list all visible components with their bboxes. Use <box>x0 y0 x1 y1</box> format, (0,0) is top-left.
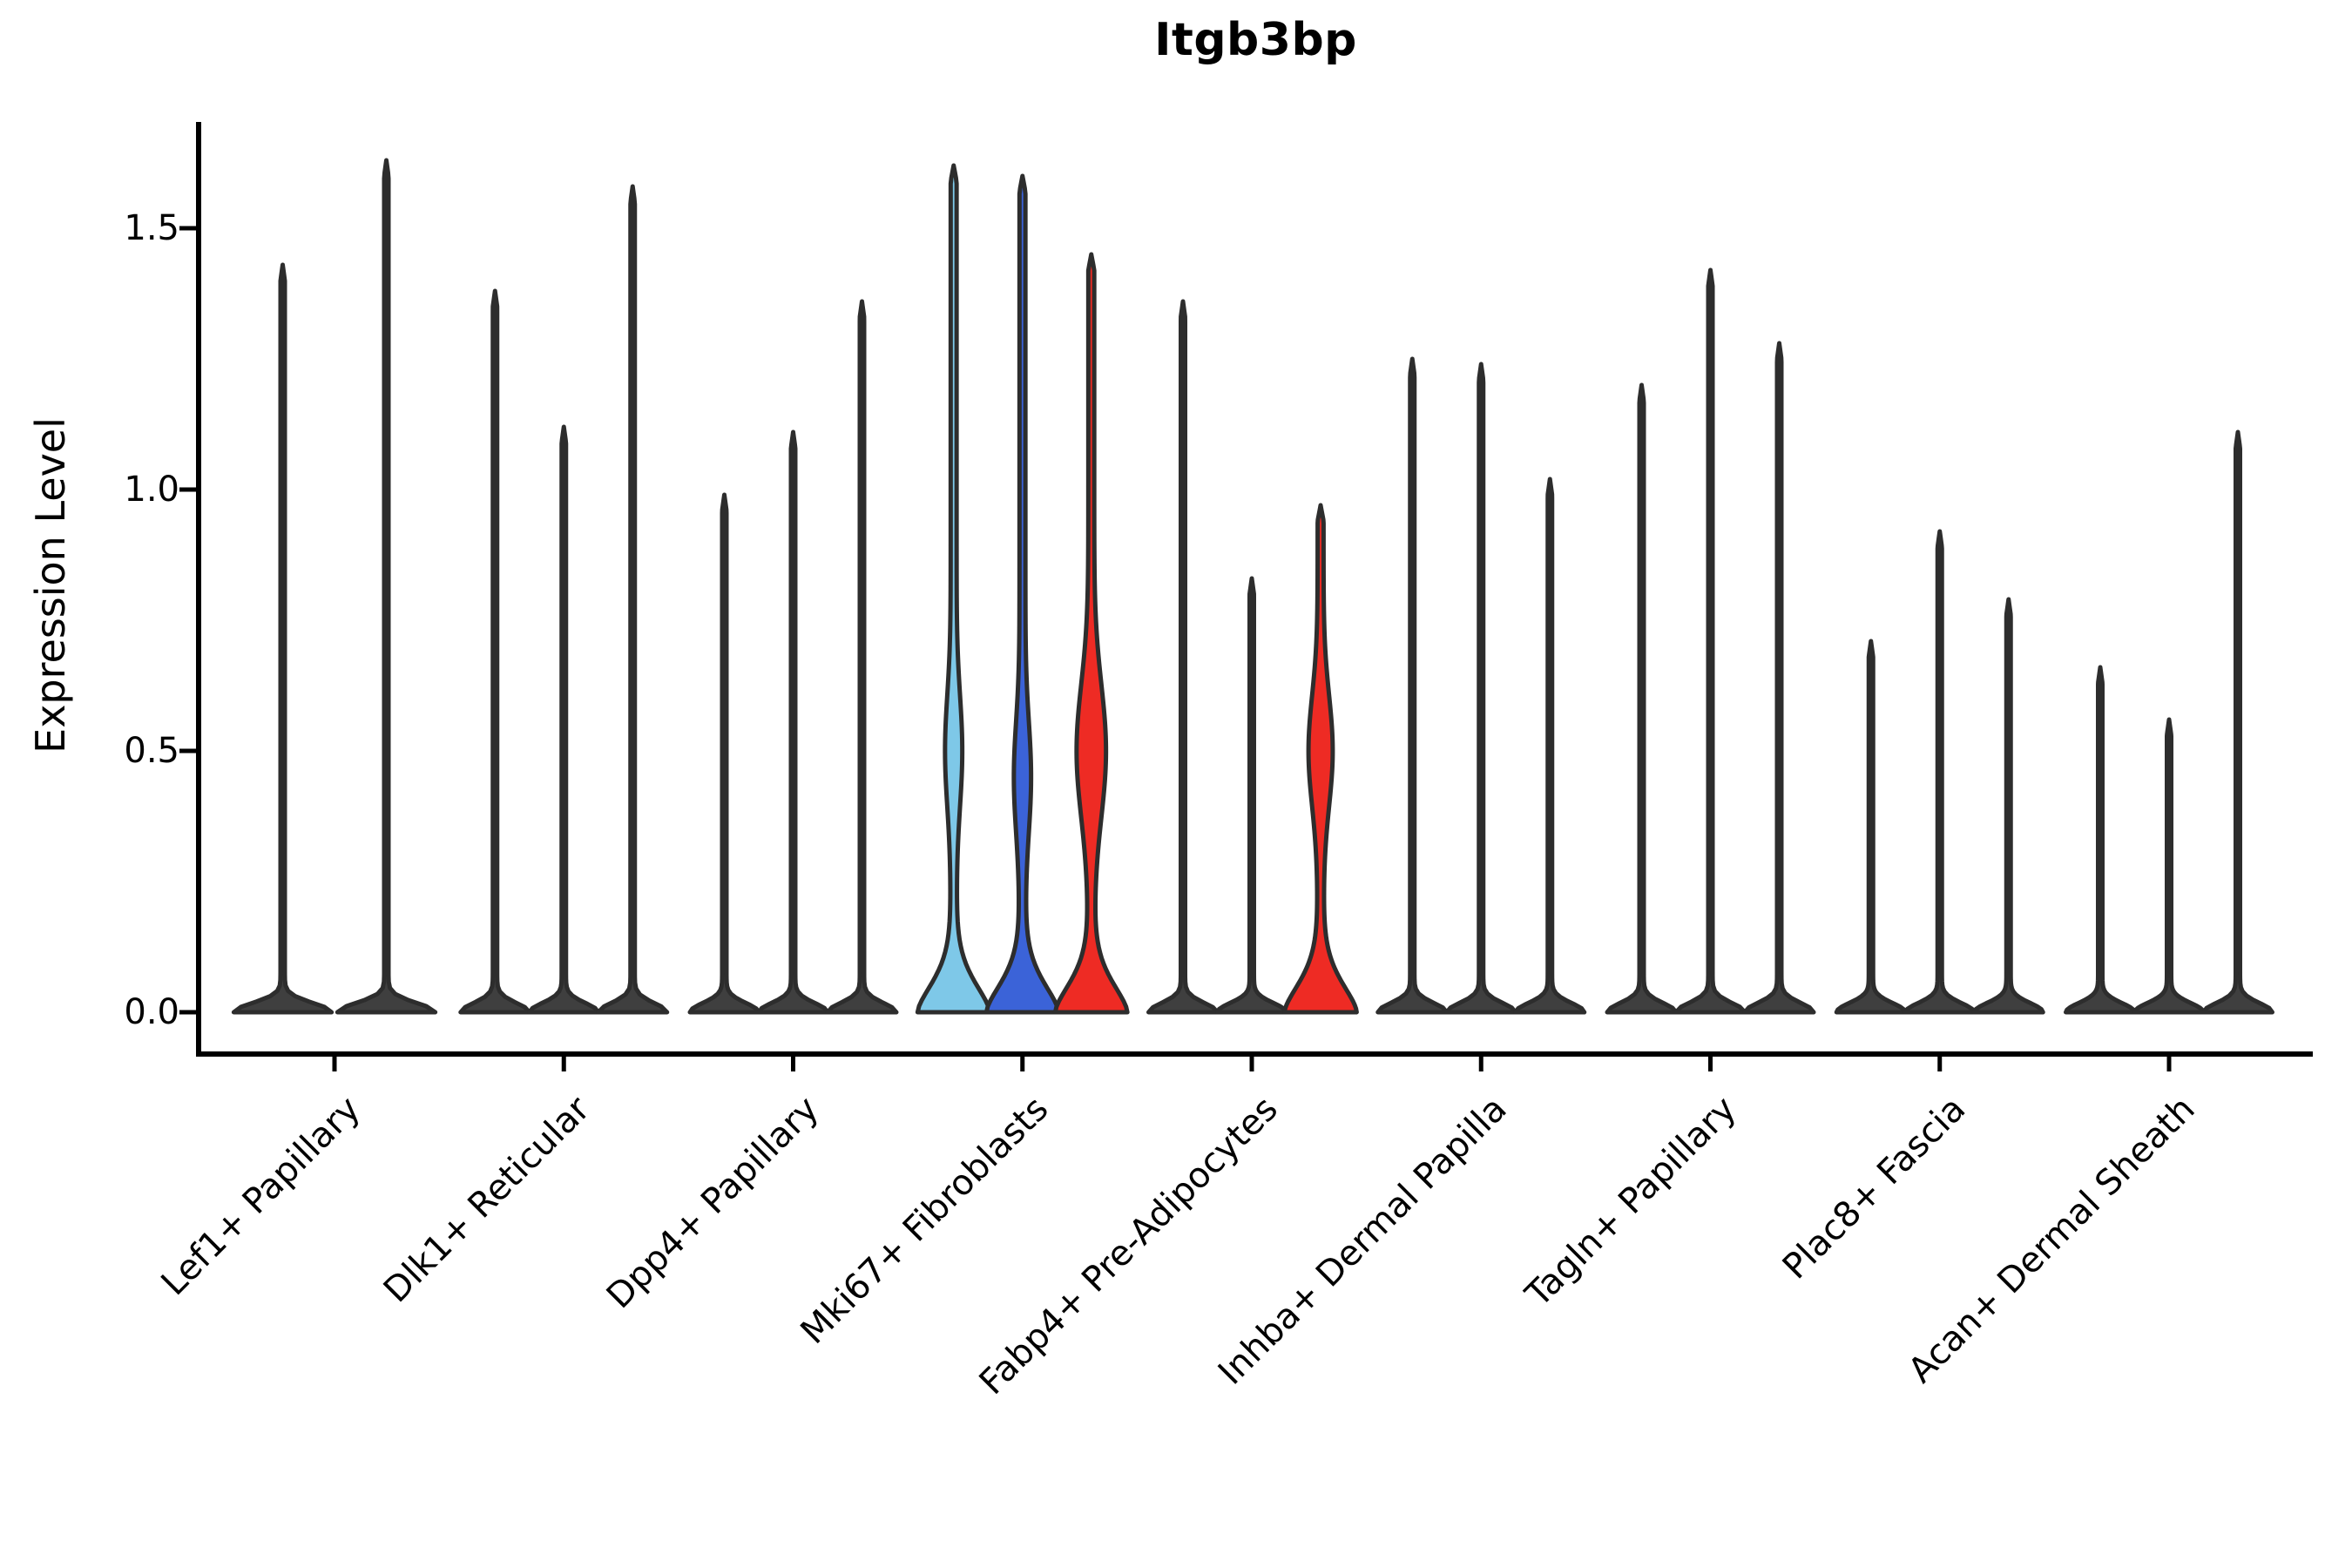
violin-acan-2 <box>2132 717 2206 1015</box>
y-tick-label: 0.5 <box>124 731 179 771</box>
violin-plac8-2 <box>1903 529 1977 1015</box>
violin-acan-1 <box>2064 665 2137 1015</box>
y-tick-label: 0.0 <box>124 992 179 1032</box>
violin-fabp4-1 <box>1146 299 1220 1015</box>
violin-dlk1-3 <box>596 184 670 1015</box>
violin-dpp4-3 <box>825 299 899 1015</box>
violin-inhba-3 <box>1513 476 1587 1015</box>
violin-acan-3 <box>2201 429 2274 1015</box>
violin-mki67-2 <box>983 173 1061 1015</box>
violin-dlk1-1 <box>458 288 532 1015</box>
violin-lef1-2 <box>335 158 438 1015</box>
violin-plac8-3 <box>1971 597 2045 1015</box>
y-tick-label: 1.0 <box>124 470 179 510</box>
violin-tagln-2 <box>1673 267 1747 1015</box>
violin-fabp4-2 <box>1215 576 1288 1015</box>
violin-inhba-2 <box>1444 362 1518 1015</box>
violin-dpp4-2 <box>756 429 830 1015</box>
y-axis-label: Expression Level <box>27 417 74 754</box>
violin-mki67-3 <box>1052 252 1130 1015</box>
violin-tagln-3 <box>1742 341 1816 1015</box>
violin-inhba-1 <box>1375 356 1450 1015</box>
violin-tagln-1 <box>1605 382 1679 1015</box>
violin-dpp4-1 <box>687 492 761 1015</box>
violin-plac8-1 <box>1834 639 1908 1015</box>
violin-mki67-1 <box>915 163 992 1015</box>
violin-lef1-1 <box>231 262 335 1015</box>
violin-fabp4-3 <box>1282 503 1359 1015</box>
violin-dlk1-2 <box>527 424 601 1015</box>
y-tick-label: 1.5 <box>124 208 179 248</box>
chart-title: Itgb3bp <box>1154 14 1357 66</box>
